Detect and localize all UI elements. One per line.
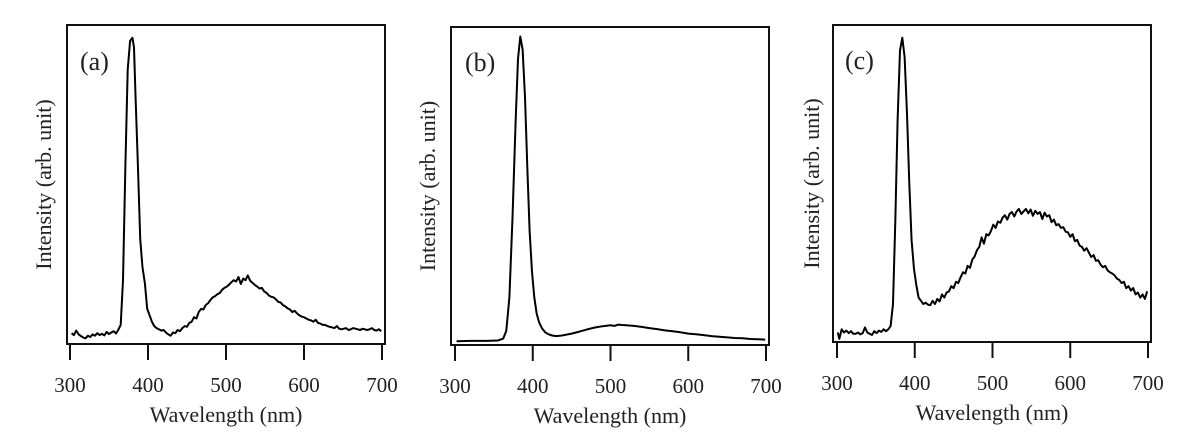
x-tick-label-c-300: 300: [821, 371, 853, 395]
x-tick-label-b-400: 400: [517, 374, 549, 398]
series-line-c: [836, 36, 1149, 340]
panel-b: 300 400 500 600 700 Wavelength (nm) Intensity …: [415, 26, 782, 428]
panel-label-a: (a): [80, 47, 109, 76]
y-axis-label-a: Intensity (arb. unit): [31, 99, 56, 269]
x-tick-label-a-600: 600: [288, 373, 320, 397]
x-tick-label-c-500: 500: [977, 371, 1009, 395]
x-tick-label-b-600: 600: [673, 374, 705, 398]
x-tick-label-b-300: 300: [439, 374, 471, 398]
x-tick-label-c-700: 700: [1132, 371, 1164, 395]
plot-frame-c: [832, 24, 1152, 343]
x-axis-label-c: Wavelength (nm): [916, 400, 1069, 425]
x-axis-label-b: Wavelength (nm): [534, 403, 687, 428]
x-tick-label-a-700: 700: [366, 373, 398, 397]
x-tick-label-c-400: 400: [899, 371, 931, 395]
panel-label-b: (b): [465, 48, 495, 77]
plot-frame-a: [66, 24, 386, 345]
x-tick-label-a-300: 300: [54, 373, 86, 397]
y-axis-label-c: Intensity (arb. unit): [799, 98, 824, 268]
x-tick-label-a-400: 400: [132, 373, 164, 397]
x-tick-label-a-500: 500: [210, 373, 242, 397]
panel-a: 300 400 500 600 700 Wavelength (nm) Intensity …: [31, 24, 398, 427]
panel-c: 300 400 500 600 700 Wavelength (nm) Intensity …: [799, 24, 1164, 425]
series-line-b: [456, 35, 766, 343]
plot-frame-b: [450, 26, 770, 346]
x-tick-label-b-500: 500: [595, 374, 627, 398]
x-axis-label-a: Wavelength (nm): [150, 402, 303, 427]
panel-label-c: (c): [845, 46, 874, 75]
x-tick-label-c-600: 600: [1055, 371, 1087, 395]
y-axis-label-b: Intensity (arb. unit): [415, 101, 440, 271]
x-tick-label-b-700: 700: [750, 374, 782, 398]
series-line-a: [70, 36, 382, 340]
